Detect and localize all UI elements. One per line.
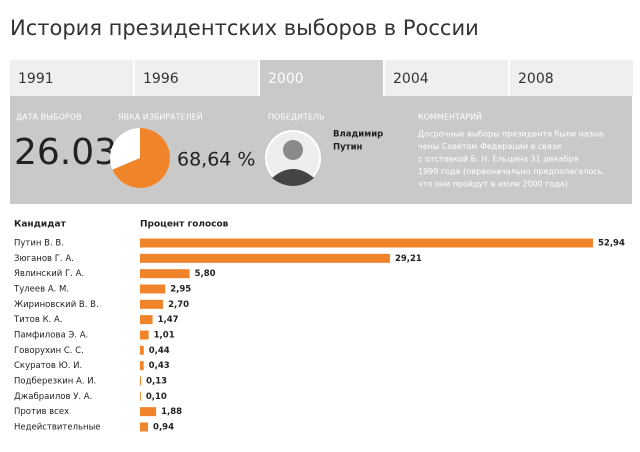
tab[interactable]	[135, 60, 258, 96]
bar	[140, 238, 593, 248]
tab[interactable]	[10, 60, 133, 96]
category-label: Зюганов Г. А.	[14, 254, 74, 264]
bar	[140, 299, 164, 309]
pie-slice	[112, 128, 170, 189]
winner-photo	[265, 130, 321, 186]
date-label: ДАТА ВЫБОРОВ	[16, 113, 82, 122]
bar	[140, 284, 166, 294]
value-label: 2,95	[170, 284, 191, 294]
comment-label: КОММЕНТАРИЙ	[418, 111, 482, 122]
comment-line: что они пройдут в июле 2000 года)	[418, 180, 568, 189]
page-title: История президентских выборов в России	[10, 16, 479, 40]
winner-label: ПОБЕДИТЕЛЬ	[268, 113, 325, 122]
value-label: 29,21	[395, 254, 422, 264]
category-label: Явлинский Г. А.	[14, 269, 84, 279]
bar	[140, 330, 149, 340]
bar	[140, 407, 157, 417]
category-label: Памфилова Э. А.	[14, 330, 88, 340]
tab-label[interactable]: 2000	[268, 71, 304, 87]
winner-name: Путин	[333, 143, 363, 153]
value-label: 1,47	[158, 315, 179, 325]
pie-label: 68,64 %	[177, 149, 256, 171]
category-label: Джабраилов У. А.	[14, 392, 92, 402]
category-label: Подберезкин А. И.	[14, 376, 96, 386]
category-label: Скуратов Ю. И.	[14, 361, 82, 371]
bar	[140, 269, 190, 279]
value-label: 0,13	[146, 376, 167, 386]
tab[interactable]	[260, 60, 383, 96]
value-label: 0,43	[149, 361, 170, 371]
value-label: 1,01	[154, 330, 175, 340]
bar	[140, 315, 153, 325]
value-header: Процент голосов	[140, 220, 229, 230]
value-label: 0,44	[149, 346, 170, 356]
winner-name: Владимир	[333, 130, 383, 140]
tab-label[interactable]: 1996	[143, 71, 179, 87]
tab-label[interactable]: 1991	[18, 71, 54, 87]
bar	[140, 253, 390, 263]
value-label: 0,10	[146, 392, 167, 402]
category-label: Тулеев А. М.	[13, 284, 69, 294]
turnout-label: ЯВКА ИЗБИРАТЕЛЕЙ	[118, 111, 203, 122]
bar	[140, 422, 149, 432]
bar	[140, 391, 141, 401]
tab-label[interactable]: 2008	[518, 71, 554, 87]
category-label: Против всех	[14, 407, 69, 417]
value-label: 52,94	[598, 239, 625, 249]
tab[interactable]	[385, 60, 508, 96]
tab-label[interactable]: 2004	[393, 71, 429, 87]
value-label: 5,80	[195, 269, 216, 279]
bar	[140, 361, 144, 371]
category-label: Путин В. В.	[14, 239, 64, 249]
category-label: Говорухин С. С.	[14, 346, 84, 356]
comment-line: с отставкой Б. Н. Ельцина 31 декабря	[418, 155, 578, 164]
date: 26.03	[14, 132, 117, 173]
tab[interactable]	[510, 60, 633, 96]
category-label: Титов К. А.	[13, 315, 63, 325]
bar	[140, 345, 144, 355]
value-label: 2,70	[168, 300, 189, 310]
comment-line: чены Советом Федерации в связи	[418, 142, 561, 151]
value-label: 0,94	[153, 422, 174, 432]
category-label: Жириновский В. В.	[14, 300, 99, 310]
category-header: Кандидат	[14, 220, 67, 230]
comment-line: 1999 года (первоначально предполагалось,	[418, 167, 605, 176]
value-label: 1,88	[161, 407, 182, 417]
bar	[140, 376, 142, 386]
comment-line: Досрочные выборы президента были назна-	[418, 130, 606, 139]
category-label: Недействительные	[14, 422, 101, 432]
